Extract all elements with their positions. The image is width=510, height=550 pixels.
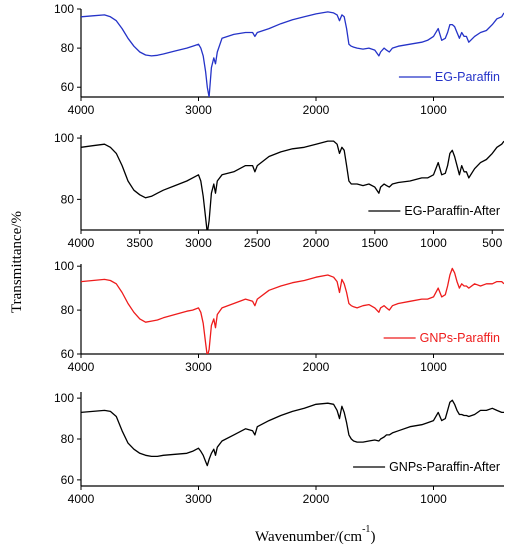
y-tick-label: 100 (54, 2, 74, 16)
panels-group: 4000 3000 2000 1000 60 80 100 EG-Paraffin 4000 35… (54, 2, 504, 506)
x-tick-label: 1000 (420, 492, 447, 506)
legend-label: GNPs-Paraffin-After (389, 460, 500, 474)
spectrum-panel-1: 4000 3000 2000 1000 60 80 100 EG-Paraffin (54, 2, 504, 117)
y-tick-label: 100 (54, 131, 74, 145)
y-axis-title: Transmittance/% (9, 211, 25, 313)
x-tick-label: 3000 (185, 492, 212, 506)
y-tick-label: 100 (54, 391, 74, 405)
x-tick-label: 3000 (185, 103, 212, 117)
y-tick-label: 60 (61, 473, 75, 487)
x-tick-label: 1000 (420, 360, 447, 374)
y-tick-label: 80 (61, 303, 75, 317)
x-tick-label: 3000 (185, 360, 212, 374)
x-tick-label: 4000 (68, 103, 95, 117)
series-line (81, 140, 504, 230)
spectrum-panel-2: 4000 3500 3000 2500 2000 1500 1000 500 80 100 EG-P… (54, 131, 504, 250)
spectrum-panel-4: 4000 3000 2000 1000 60 80 100 GNPs-Paraffin-Aft… (54, 391, 504, 506)
x-tick-label: 4000 (68, 492, 95, 506)
y-tick-label: 80 (61, 192, 75, 206)
x-tick-label: 2000 (303, 492, 330, 506)
x-tick-label: 3500 (126, 236, 153, 250)
x-axis-title-main: Wavenumber/(cm (255, 529, 362, 545)
legend-label: GNPs-Paraffin (420, 331, 500, 345)
y-tick-label: 60 (61, 80, 75, 94)
spectrum-panel-3: 4000 3000 2000 1000 60 80 100 GNPs-Paraffin (54, 259, 504, 374)
y-tick-label: 80 (61, 432, 75, 446)
series-line (81, 11, 504, 97)
y-tick-label: 100 (54, 259, 74, 273)
x-tick-label: 4000 (68, 360, 95, 374)
x-tick-label: 2500 (244, 236, 271, 250)
series-line (81, 267, 504, 354)
y-tick-label: 80 (61, 41, 75, 55)
x-axis-title-superscript: -1 (362, 524, 370, 535)
series-line (81, 399, 504, 467)
legend-label: EG-Paraffin-After (404, 204, 500, 218)
x-tick-label: 2000 (303, 236, 330, 250)
y-tick-label: 60 (61, 347, 75, 361)
x-axis-title: Wavenumber/(cm-1) (255, 524, 375, 545)
x-tick-label: 4000 (68, 236, 95, 250)
x-tick-label: 2000 (303, 360, 330, 374)
legend-label: EG-Paraffin (435, 70, 500, 84)
x-tick-label: 1000 (420, 236, 447, 250)
x-tick-label: 1000 (420, 103, 447, 117)
x-axis-title-close: ) (370, 529, 375, 545)
x-tick-label: 500 (482, 236, 502, 250)
x-tick-label: 1500 (361, 236, 388, 250)
x-tick-label: 3000 (185, 236, 212, 250)
x-tick-label: 2000 (303, 103, 330, 117)
